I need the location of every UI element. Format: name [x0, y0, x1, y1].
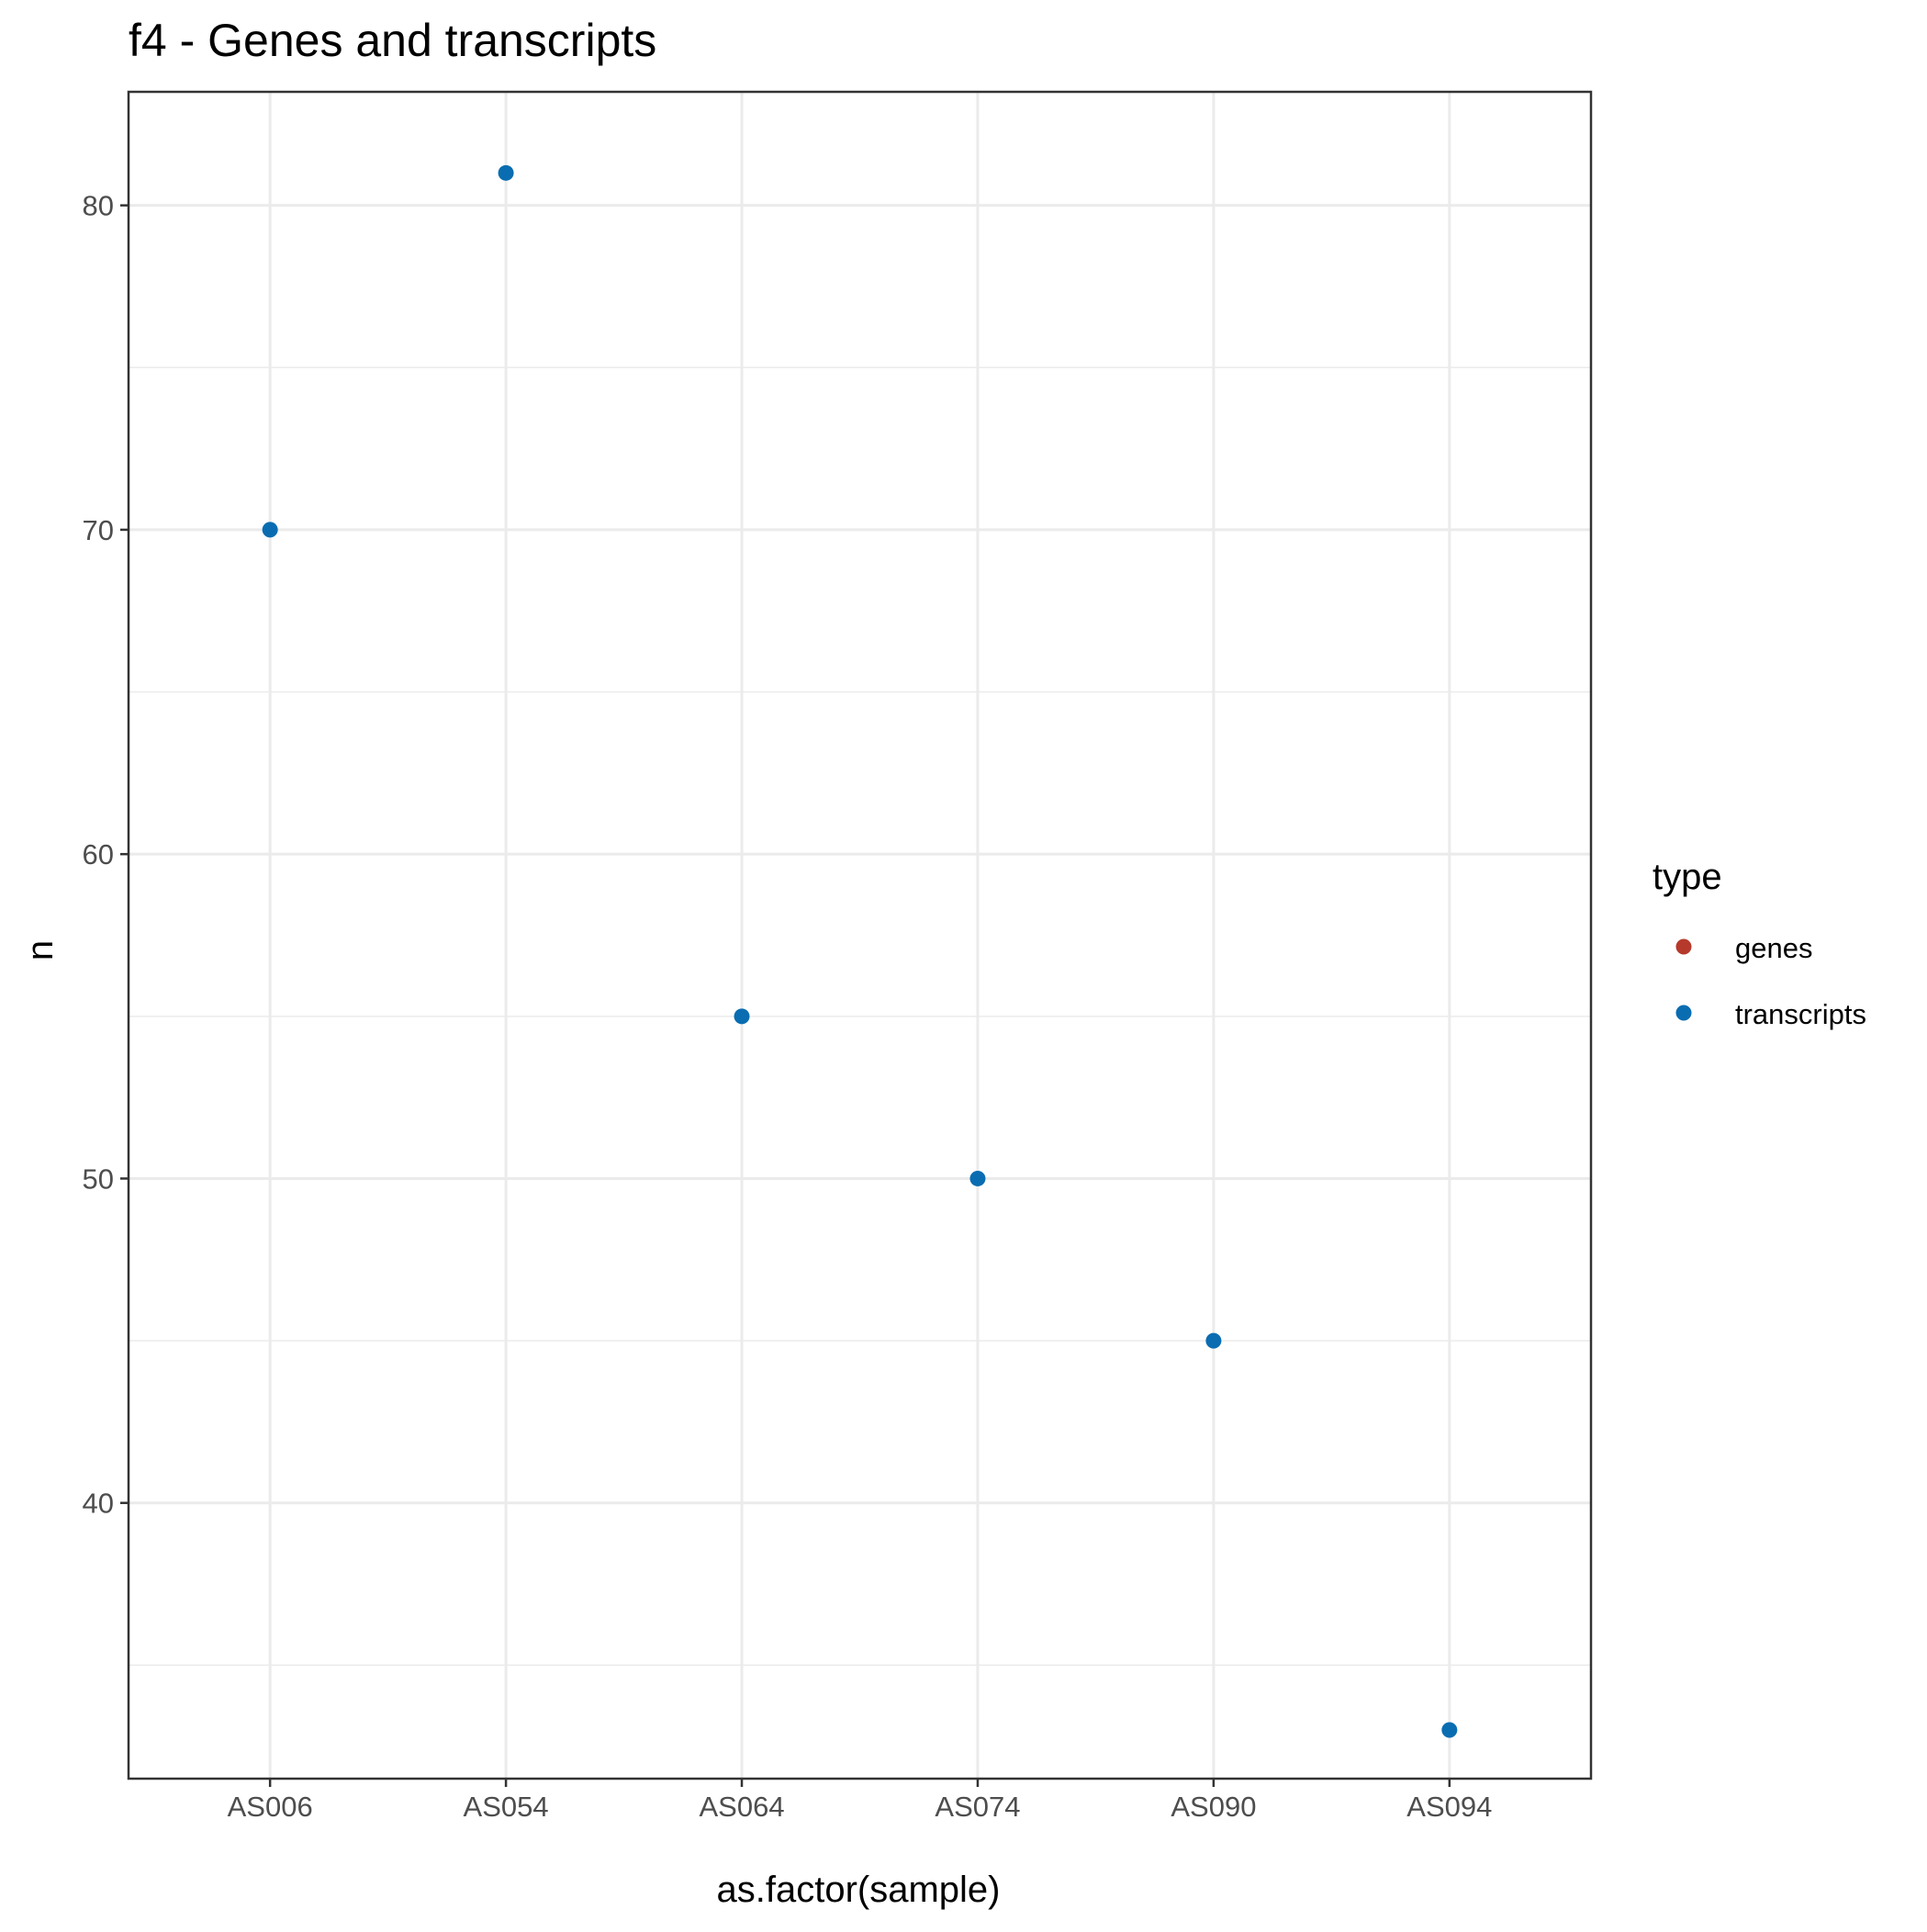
x-tick-label: AS094 [1406, 1791, 1492, 1823]
x-tick-label: AS006 [228, 1791, 313, 1823]
y-axis-title: n [20, 940, 61, 960]
legend: type genes transcripts [1653, 857, 1866, 1030]
legend-key-transcripts [1675, 1005, 1692, 1021]
data-point-transcripts [498, 164, 514, 181]
x-axis-title: as.factor(sample) [717, 1870, 1001, 1910]
plot-area: 40 50 60 70 80 AS006 AS054 AS064 AS074 AS090 AS094 [83, 90, 1593, 1823]
x-tick-label: AS074 [935, 1791, 1020, 1823]
x-tick-label: AS090 [1171, 1791, 1256, 1823]
x-tick-label: AS064 [699, 1791, 784, 1823]
panel-border [127, 90, 1593, 1780]
x-tick-label: AS054 [464, 1791, 549, 1823]
data-point-transcripts [1441, 1722, 1458, 1738]
legend-label-genes: genes [1735, 932, 1812, 964]
data-point-transcripts [262, 522, 278, 538]
y-tick-label: 50 [83, 1163, 114, 1195]
y-tick-label: 80 [83, 190, 114, 222]
y-tick-label: 40 [83, 1488, 114, 1520]
legend-key-genes [1675, 938, 1692, 955]
data-point-transcripts [1205, 1332, 1222, 1349]
data-point-transcripts [734, 1008, 750, 1025]
legend-label-transcripts: transcripts [1735, 998, 1866, 1030]
y-tick-label: 70 [83, 514, 114, 546]
legend-title: type [1653, 857, 1722, 897]
chart-title: f4 - Genes and transcripts [129, 15, 656, 66]
data-point-transcripts [969, 1170, 986, 1186]
y-tick-label: 60 [83, 838, 114, 871]
